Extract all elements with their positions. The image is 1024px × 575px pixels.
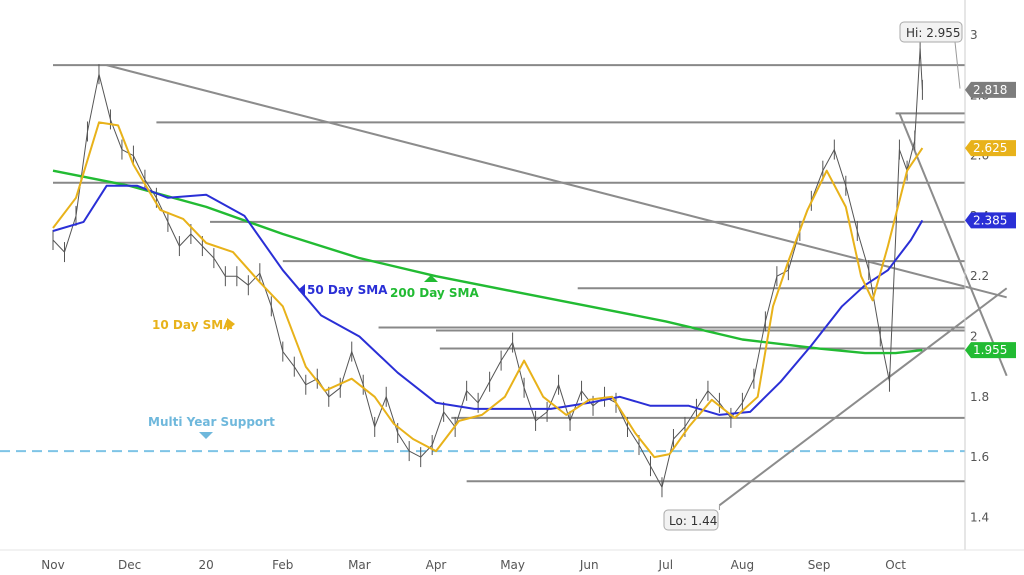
y-tick-1-6: 1.6 bbox=[970, 450, 989, 464]
x-tick-may: May bbox=[500, 558, 525, 572]
trend-line-1 bbox=[718, 287, 1008, 507]
sma200-series bbox=[52, 169, 923, 355]
sma10-annotation: 10 Day SMA bbox=[152, 318, 235, 332]
support-annotation: Multi Year Support bbox=[148, 415, 275, 439]
50-day-sma-line bbox=[52, 184, 924, 416]
x-tick-jun: Jun bbox=[579, 558, 599, 572]
x-axis-ticks: Nov Dec 20 Feb Mar Apr May Jun Jul Aug Sep Oct bbox=[41, 558, 906, 572]
x-tick-jul: Jul bbox=[658, 558, 673, 572]
y-tick-1-4: 1.4 bbox=[970, 510, 989, 524]
sma10-arrow-icon bbox=[227, 318, 235, 331]
price-badge-blue bbox=[965, 212, 1016, 229]
y-tick-1-8: 1.8 bbox=[970, 390, 989, 404]
x-tick-apr: Apr bbox=[426, 558, 447, 572]
support-label: Multi Year Support bbox=[148, 415, 275, 429]
sma200-arrow-icon bbox=[424, 275, 438, 282]
hi-callout-text: Hi: 2.955 bbox=[906, 26, 961, 40]
x-tick-20: 20 bbox=[199, 558, 214, 572]
price-badges: 2.818 2.625 2.385 1.955 bbox=[965, 81, 1016, 359]
y-axis-ticks: 32.82.62.42.221.81.61.4 bbox=[970, 28, 989, 524]
price-badge-text-green: 1.955 bbox=[973, 343, 1007, 357]
hi-callout-box bbox=[899, 21, 963, 43]
sma10-label: 10 Day SMA bbox=[152, 318, 233, 332]
price-badge-text-gray: 2.818 bbox=[973, 83, 1007, 97]
sma200-label: 200 Day SMA bbox=[390, 286, 480, 300]
sma50-annotation: 50 Day SMA bbox=[298, 283, 388, 297]
lo-callout-text: Lo: 1.44 bbox=[669, 514, 717, 528]
support-arrow-icon bbox=[199, 432, 213, 439]
x-tick-dec: Dec bbox=[118, 558, 141, 572]
price-badge-gray bbox=[965, 81, 1016, 98]
sma50-label: 50 Day SMA bbox=[307, 283, 388, 297]
sma50-series bbox=[52, 184, 924, 416]
y-tick-2: 2 bbox=[970, 330, 978, 344]
x-tick-oct: Oct bbox=[885, 558, 906, 572]
y-tick-3: 3 bbox=[970, 28, 978, 42]
10-day-sma-line bbox=[52, 121, 924, 459]
x-tick-sep: Sep bbox=[808, 558, 831, 572]
x-tick-aug: Aug bbox=[731, 558, 754, 572]
sma50-arrow-icon bbox=[298, 284, 305, 297]
hi-leader-line bbox=[954, 41, 961, 89]
sma200-annotation: 200 Day SMA bbox=[390, 275, 480, 300]
hi-callout: Hi: 2.955 bbox=[899, 21, 963, 89]
price-badge-text-blue: 2.385 bbox=[973, 213, 1007, 227]
200-day-sma-line bbox=[52, 169, 923, 355]
lo-callout: Lo: 1.44 bbox=[663, 505, 720, 531]
y-tick-2-2: 2.2 bbox=[970, 269, 989, 283]
sma10-series bbox=[52, 121, 924, 459]
horizontal-levels bbox=[53, 64, 965, 483]
x-tick-mar: Mar bbox=[348, 558, 371, 572]
price-badge-yellow bbox=[965, 140, 1016, 157]
x-tick-feb: Feb bbox=[272, 558, 293, 572]
lo-callout-box bbox=[663, 509, 719, 531]
price-badge-text-yellow: 2.625 bbox=[973, 141, 1007, 155]
price-badge-green bbox=[965, 342, 1016, 359]
x-tick-nov: Nov bbox=[41, 558, 64, 572]
